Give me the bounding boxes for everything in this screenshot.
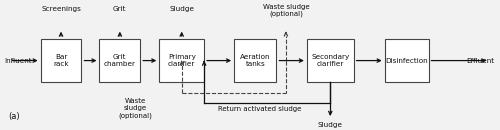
Text: Sludge: Sludge bbox=[318, 122, 343, 128]
Text: Sludge: Sludge bbox=[169, 6, 194, 12]
Text: Influent: Influent bbox=[4, 58, 32, 64]
Bar bbox=[40, 39, 82, 82]
Bar bbox=[234, 39, 276, 82]
Text: Primary
clarifier: Primary clarifier bbox=[168, 54, 196, 67]
Text: Grit: Grit bbox=[113, 6, 126, 12]
Bar bbox=[384, 39, 428, 82]
Bar bbox=[307, 39, 354, 82]
Bar bbox=[160, 39, 204, 82]
Text: Secondary
clarifier: Secondary clarifier bbox=[311, 54, 350, 67]
Text: Screenings: Screenings bbox=[41, 6, 81, 12]
Text: (a): (a) bbox=[8, 112, 20, 121]
Text: Bar
rack: Bar rack bbox=[53, 54, 69, 67]
Text: Disinfection: Disinfection bbox=[386, 58, 428, 64]
Text: Effluent: Effluent bbox=[466, 58, 494, 64]
Text: Aeration
tanks: Aeration tanks bbox=[240, 54, 270, 67]
Text: Waste
sludge
(optional): Waste sludge (optional) bbox=[118, 98, 152, 119]
Text: Return activated sludge: Return activated sludge bbox=[218, 106, 302, 112]
Bar bbox=[100, 39, 140, 82]
Text: Waste sludge
(optional): Waste sludge (optional) bbox=[262, 4, 309, 17]
Text: Grit
chamber: Grit chamber bbox=[104, 54, 136, 67]
